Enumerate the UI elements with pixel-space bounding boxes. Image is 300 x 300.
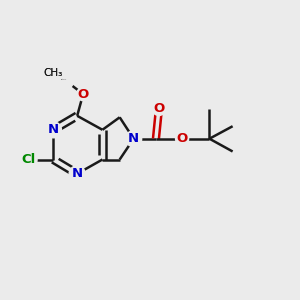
Text: CH₃: CH₃ [43, 68, 62, 78]
Circle shape [69, 166, 85, 182]
Text: methoxy: methoxy [61, 79, 67, 80]
Text: O: O [176, 132, 188, 145]
Circle shape [176, 132, 189, 145]
Circle shape [126, 131, 142, 147]
Text: N: N [48, 123, 59, 136]
Bar [41, 72, 64, 81]
Text: O: O [77, 88, 89, 100]
Circle shape [19, 151, 37, 168]
Text: N: N [72, 167, 83, 180]
Text: O: O [153, 103, 164, 116]
Circle shape [76, 88, 90, 101]
Text: Cl: Cl [21, 153, 35, 166]
Circle shape [152, 102, 166, 116]
Circle shape [53, 69, 74, 90]
Circle shape [45, 122, 62, 138]
Text: N: N [128, 132, 139, 145]
Text: CH₃: CH₃ [43, 68, 62, 78]
